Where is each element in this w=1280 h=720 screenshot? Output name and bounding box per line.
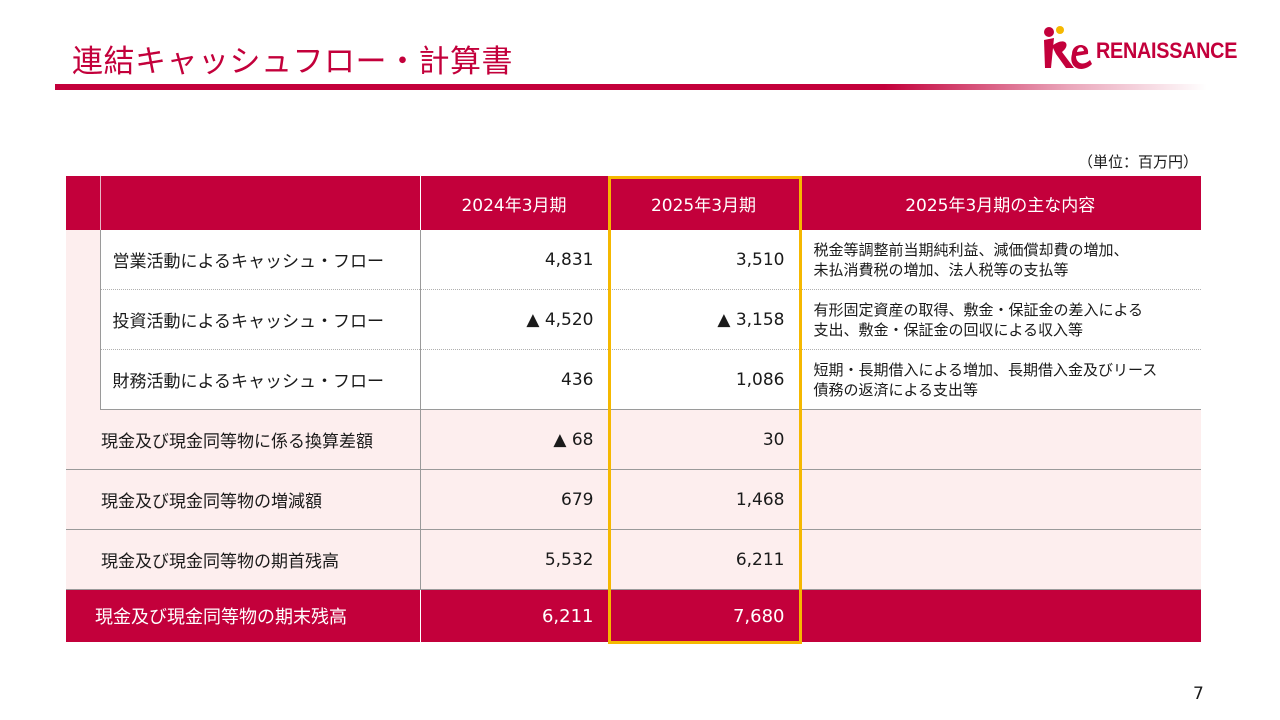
value-fy2024: 6,211 — [419, 589, 608, 642]
value-fy2025: ▲ 3,158 — [607, 289, 799, 350]
table-row-opening-balance: 現金及び現金同等物の期首残高 5,532 6,211 — [66, 529, 1201, 590]
indent-cell — [66, 349, 100, 410]
row-note: 短期・長期借入による増加、長期借入金及びリース 債務の返済による支出等 — [798, 349, 1201, 410]
row-label: 現金及び現金同等物に係る換算差額 — [66, 409, 420, 470]
renaissance-logo-mark-icon — [1044, 26, 1092, 69]
table-header-row: 2024年3月期 2025年3月期 2025年3月期の主な内容 — [66, 176, 1201, 230]
value-fy2025: 3,510 — [607, 230, 799, 290]
header-label-blank — [100, 176, 421, 230]
row-label: 現金及び現金同等物の期首残高 — [66, 529, 420, 590]
value-fy2025: 6,211 — [607, 529, 799, 590]
logo-wordmark: RENAISSANCE — [1096, 38, 1238, 63]
header-notes: 2025年3月期の主な内容 — [799, 176, 1201, 230]
row-note — [798, 529, 1201, 590]
header-fy2025: 2025年3月期 — [608, 176, 800, 230]
value-fy2025: 7,680 — [607, 589, 799, 642]
company-logo: RENAISSANCE — [1038, 24, 1237, 74]
row-note — [798, 469, 1201, 530]
cashflow-table: 2024年3月期 2025年3月期 2025年3月期の主な内容 営業活動によるキ… — [66, 176, 1201, 642]
row-label: 投資活動によるキャッシュ・フロー — [99, 289, 420, 350]
note-line: 支出、敷金・保証金の回収による収入等 — [813, 320, 1084, 339]
header-spacer — [66, 176, 101, 230]
value-fy2025: 1,468 — [607, 469, 799, 530]
note-line: 債務の返済による支出等 — [813, 380, 979, 399]
row-label: 営業活動によるキャッシュ・フロー — [99, 230, 420, 290]
note-line: 有形固定資産の取得、敷金・保証金の差入による — [813, 300, 1144, 319]
indent-cell — [66, 289, 100, 350]
note-line: 未払消費税の増加、法人税等の支払等 — [813, 260, 1069, 279]
row-label: 財務活動によるキャッシュ・フロー — [99, 349, 420, 410]
value-fy2024: 4,831 — [419, 230, 608, 290]
value-fy2024: ▲ 4,520 — [419, 289, 608, 350]
title-underline — [55, 84, 1207, 90]
table-row-operating: 営業活動によるキャッシュ・フロー 4,831 3,510 税金等調整前当期純利益… — [66, 230, 1201, 290]
unit-label: （単位：百万円） — [1077, 153, 1198, 171]
value-fy2025: 30 — [607, 409, 799, 470]
row-label: 現金及び現金同等物の増減額 — [66, 469, 420, 530]
row-note — [798, 589, 1201, 642]
note-line: 短期・長期借入による増加、長期借入金及びリース — [813, 360, 1158, 379]
row-note: 税金等調整前当期純利益、減価償却費の増加、 未払消費税の増加、法人税等の支払等 — [798, 230, 1201, 290]
table-row-financing: 財務活動によるキャッシュ・フロー 436 1,086 短期・長期借入による増加、… — [66, 349, 1201, 410]
value-fy2024: 436 — [419, 349, 608, 410]
table-row-closing-balance: 現金及び現金同等物の期末残高 6,211 7,680 — [66, 589, 1201, 642]
indent-cell — [66, 230, 100, 290]
note-line: 税金等調整前当期純利益、減価償却費の増加、 — [813, 240, 1129, 259]
value-fy2024: 679 — [419, 469, 608, 530]
table-row-fx-difference: 現金及び現金同等物に係る換算差額 ▲ 68 30 — [66, 409, 1201, 470]
page-title: 連結キャッシュフロー・計算書 — [72, 44, 513, 80]
row-label: 現金及び現金同等物の期末残高 — [66, 589, 420, 642]
value-fy2024: 5,532 — [419, 529, 608, 590]
table-row-net-change: 現金及び現金同等物の増減額 679 1,468 — [66, 469, 1201, 530]
value-fy2025: 1,086 — [607, 349, 799, 410]
row-note: 有形固定資産の取得、敷金・保証金の差入による 支出、敷金・保証金の回収による収入… — [798, 289, 1201, 350]
row-note — [798, 409, 1201, 470]
header-fy2024: 2024年3月期 — [420, 176, 609, 230]
table-row-investing: 投資活動によるキャッシュ・フロー ▲ 4,520 ▲ 3,158 有形固定資産の… — [66, 289, 1201, 350]
page-number: 7 — [1193, 684, 1204, 704]
value-fy2024: ▲ 68 — [419, 409, 608, 470]
